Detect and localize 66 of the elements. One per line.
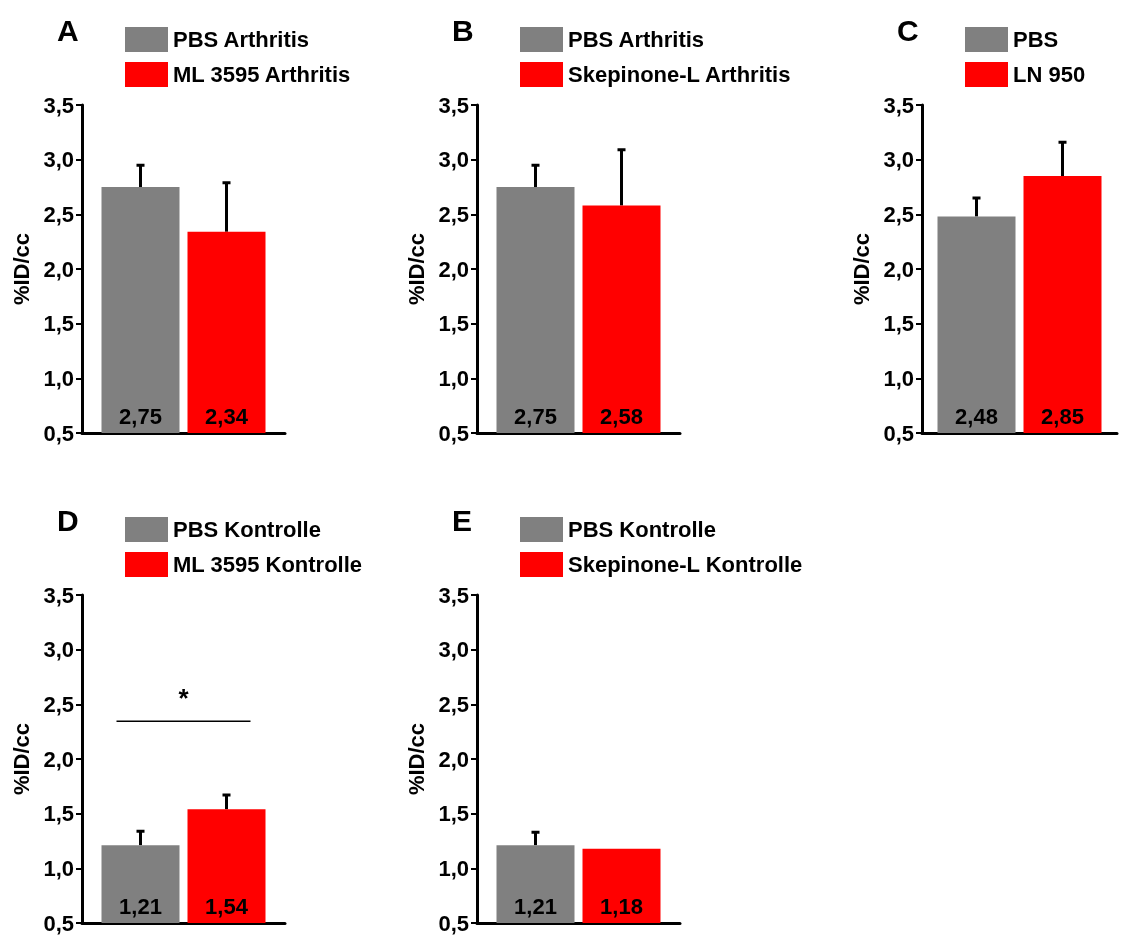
y-tick-label: 1,0 — [43, 855, 74, 881]
legend-label: PBS — [1013, 27, 1059, 52]
y-tick-label: 1,0 — [43, 365, 74, 391]
y-tick-label: 3,5 — [43, 582, 74, 608]
y-tick-label: 2,5 — [43, 201, 74, 227]
y-tick-label: 0,5 — [43, 420, 74, 446]
y-axis-title: %ID/cc — [8, 232, 34, 306]
y-tick-label: 2,0 — [883, 256, 914, 282]
y-axis-title: %ID/cc — [848, 232, 874, 306]
legend-label: PBS Arthritis — [568, 27, 705, 52]
y-tick-label: 2,0 — [43, 256, 74, 282]
data-label: 1,21 — [514, 893, 557, 919]
chart-title: C — [897, 13, 919, 47]
y-tick-label: 3,5 — [438, 582, 469, 608]
chart-title: A — [57, 13, 79, 47]
y-tick-label: 2,0 — [43, 746, 74, 772]
y-tick-label: 1,0 — [438, 855, 469, 881]
y-tick-label: 3,5 — [883, 92, 914, 118]
legend-label: PBS Arthritis — [173, 27, 310, 52]
y-tick-label: 3,5 — [43, 92, 74, 118]
y-tick-label: 3,5 — [438, 92, 469, 118]
y-tick-label: 1,5 — [883, 311, 914, 337]
y-tick-label: 3,0 — [43, 147, 74, 173]
data-label: 2,85 — [1041, 403, 1084, 429]
legend-label: ML 3595 Arthritis — [173, 62, 351, 87]
y-tick-label: 3,0 — [438, 637, 469, 663]
data-label: 2,75 — [514, 403, 557, 429]
y-tick-label: 1,0 — [438, 365, 469, 391]
y-tick-label: 3,0 — [883, 147, 914, 173]
y-tick-label: 0,5 — [883, 420, 914, 446]
y-axis-title: %ID/cc — [403, 232, 429, 306]
y-tick-label: 0,5 — [43, 910, 74, 936]
y-tick-label: 2,0 — [438, 746, 469, 772]
y-tick-label: 2,5 — [438, 691, 469, 717]
y-axis-title: %ID/cc — [403, 722, 429, 796]
data-label: 2,34 — [205, 403, 249, 429]
data-label: 2,75 — [119, 403, 162, 429]
y-tick-label: 1,5 — [43, 801, 74, 827]
chart-title: E — [452, 503, 473, 537]
legend-label: Skepinone-L Arthritis — [568, 62, 791, 87]
legend-label: PBS Kontrolle — [173, 517, 321, 542]
data-label: 2,48 — [955, 403, 998, 429]
data-label: 2,58 — [600, 403, 643, 429]
y-tick-label: 2,5 — [43, 691, 74, 717]
legend-label: Skepinone-L Kontrolle — [568, 552, 803, 577]
y-tick-label: 2,5 — [883, 201, 914, 227]
data-label: 1,18 — [600, 893, 643, 919]
y-tick-label: 0,5 — [438, 910, 469, 936]
data-label: 1,54 — [205, 893, 249, 919]
legend-label: LN 950 — [1013, 62, 1086, 87]
y-tick-label: 0,5 — [438, 420, 469, 446]
data-label: 1,21 — [119, 893, 162, 919]
y-tick-label: 2,5 — [438, 201, 469, 227]
y-tick-label: 3,0 — [438, 147, 469, 173]
y-tick-label: 2,0 — [438, 256, 469, 282]
y-tick-label: 1,5 — [43, 311, 74, 337]
annotation: * — [178, 683, 190, 714]
chart-title: D — [57, 503, 79, 537]
y-axis-title: %ID/cc — [8, 722, 34, 796]
chart-title: B — [452, 13, 474, 47]
legend-label: ML 3595 Kontrolle — [173, 552, 363, 577]
y-tick-label: 3,0 — [43, 637, 74, 663]
y-tick-label: 1,5 — [438, 801, 469, 827]
y-tick-label: 1,5 — [438, 311, 469, 337]
legend-label: PBS Kontrolle — [568, 517, 716, 542]
y-tick-label: 1,0 — [883, 365, 914, 391]
